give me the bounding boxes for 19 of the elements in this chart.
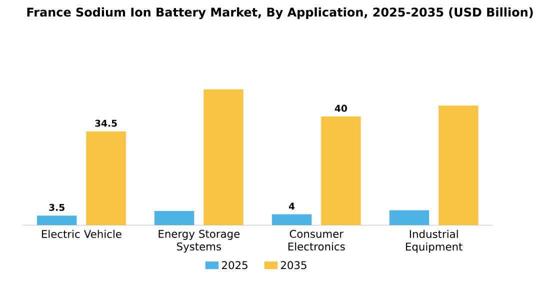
bar — [86, 132, 126, 226]
data-label: 40 — [334, 104, 348, 112]
bar — [204, 89, 244, 226]
x-tick-label: Energy Storage Systems — [158, 230, 240, 253]
bar — [154, 211, 194, 226]
data-label: 34.5 — [95, 120, 117, 127]
x-tick-label: Electric Vehicle — [42, 230, 122, 238]
bar — [321, 116, 361, 226]
x-tick-label: Consumer Electronics — [288, 230, 345, 251]
bar — [272, 214, 312, 226]
x-tick-label: Industrial Equipment — [406, 230, 462, 253]
bar — [36, 216, 77, 226]
legend-label: 2035 — [280, 261, 306, 270]
data-label: 3.5 — [49, 204, 64, 212]
bar — [438, 106, 478, 226]
chart-title: France Sodium Ion Battery Market, By Application, 2025-2035 (USD Billion) — [27, 8, 533, 20]
legend-label: 2025 — [222, 261, 248, 270]
data-label: 4 — [288, 202, 295, 210]
bar — [389, 210, 430, 226]
